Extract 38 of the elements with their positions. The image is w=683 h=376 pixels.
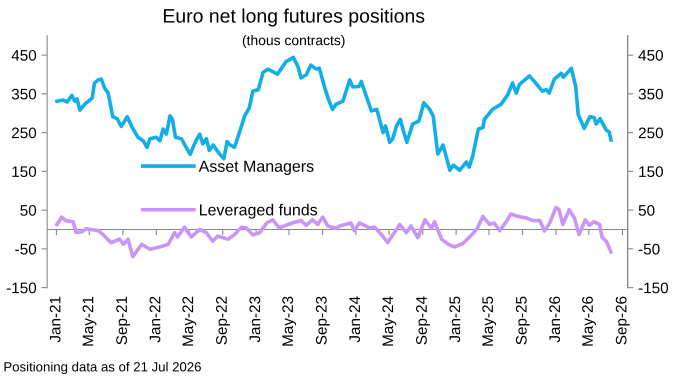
x-tick-label: Sep-26 [616, 296, 630, 345]
x-tick-label: May-26 [582, 296, 596, 346]
x-tick-label: Sep-22 [216, 296, 230, 345]
y-tick-label: 150 [12, 166, 36, 178]
x-tick-label: May-24 [382, 296, 396, 346]
y2-tick-label: -50 [638, 244, 660, 255]
y2-tick-label: 50 [638, 204, 654, 216]
y-tick-label: -50 [15, 244, 36, 255]
x-tick-label: May-21 [82, 296, 96, 346]
legend-label: Leveraged funds [200, 204, 318, 219]
x-tick-label: Sep-25 [516, 296, 530, 345]
y2-tick-label: 150 [639, 166, 663, 178]
y2-tick-label: -150 [638, 282, 668, 294]
y2-tick-label: 350 [638, 88, 663, 100]
x-tick-label: Jan-23 [249, 296, 260, 342]
legend-label: Asset Managers [198, 160, 314, 176]
x-tick-label: Jan-21 [50, 296, 61, 342]
line-series [55, 206, 613, 258]
x-tick-label: Jan-25 [449, 296, 460, 342]
x-tick-label: May-25 [482, 296, 496, 346]
chart-subtitle: (thous contracts) [242, 35, 345, 48]
x-tick-label: May-23 [282, 296, 296, 346]
chart-title: Euro net long futures positions [164, 8, 424, 27]
y-tick-label: 250 [12, 127, 36, 138]
x-tick-label: Jan-24 [349, 296, 360, 342]
y-tick-label: -150 [6, 282, 36, 294]
x-tick-label: Sep-21 [116, 296, 130, 345]
y-tick-label: 450 [12, 50, 36, 61]
x-tick-label: May-22 [182, 296, 196, 346]
x-tick-label: Sep-24 [416, 296, 430, 345]
y2-tick-label: 450 [638, 50, 663, 61]
y-tick-label: 350 [12, 88, 36, 100]
y2-tick-label: 250 [638, 127, 663, 138]
x-tick-label: Jan-22 [150, 296, 160, 342]
text: Positioning data as of 21 Jul 2026 [4, 362, 201, 374]
x-tick-label: Sep-23 [316, 296, 330, 345]
x-tick-label: Jan-26 [549, 296, 560, 342]
y-tick-label: 50 [20, 204, 36, 216]
